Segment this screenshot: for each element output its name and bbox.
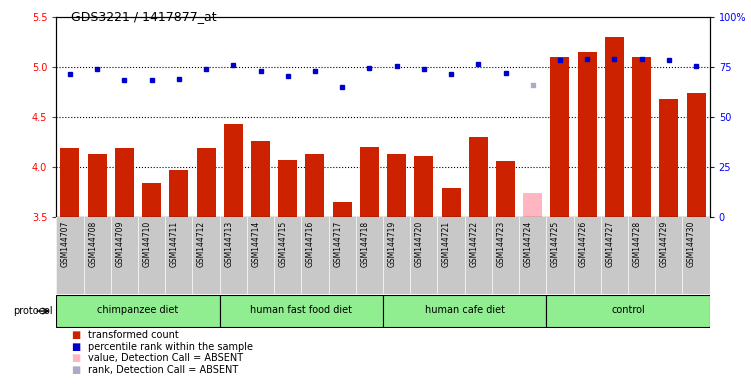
Bar — [306, 154, 324, 217]
Text: GSM144720: GSM144720 — [415, 221, 424, 267]
Bar — [469, 137, 488, 217]
Bar — [578, 52, 597, 217]
Bar — [383, 296, 547, 326]
Bar — [523, 193, 542, 217]
Text: value, Detection Call = ABSENT: value, Detection Call = ABSENT — [88, 353, 243, 363]
Bar — [415, 156, 433, 217]
Bar — [360, 147, 379, 217]
Bar — [442, 188, 460, 217]
Text: transformed count: transformed count — [88, 330, 179, 340]
Text: GSM144717: GSM144717 — [333, 221, 342, 267]
Bar — [278, 160, 297, 217]
Text: GSM144711: GSM144711 — [170, 221, 179, 267]
Text: chimpanzee diet: chimpanzee diet — [98, 305, 179, 315]
Bar — [632, 57, 651, 217]
Bar — [169, 170, 189, 217]
Bar — [224, 124, 243, 217]
Bar — [686, 93, 706, 217]
Bar — [142, 183, 161, 217]
Text: GSM144708: GSM144708 — [88, 221, 97, 267]
Bar — [333, 202, 351, 217]
Text: ■: ■ — [71, 353, 80, 363]
Text: GSM144716: GSM144716 — [306, 221, 315, 267]
Bar — [251, 141, 270, 217]
Bar — [605, 37, 624, 217]
Text: GSM144712: GSM144712 — [197, 221, 206, 267]
Text: GSM144726: GSM144726 — [578, 221, 587, 267]
Bar — [547, 296, 710, 326]
Bar — [550, 57, 569, 217]
Text: GSM144729: GSM144729 — [660, 221, 669, 267]
Text: GSM144722: GSM144722 — [469, 221, 478, 267]
Text: GSM144718: GSM144718 — [360, 221, 369, 267]
Text: GSM144723: GSM144723 — [496, 221, 505, 267]
Text: GSM144725: GSM144725 — [551, 221, 560, 267]
Bar — [56, 296, 219, 326]
Text: GSM144727: GSM144727 — [605, 221, 614, 267]
Bar — [88, 154, 107, 217]
Text: GSM144707: GSM144707 — [61, 221, 70, 267]
Text: control: control — [611, 305, 645, 315]
Bar — [115, 148, 134, 217]
Text: protocol: protocol — [13, 306, 53, 316]
Bar — [197, 148, 216, 217]
Text: human cafe diet: human cafe diet — [424, 305, 505, 315]
Bar — [60, 148, 80, 217]
Text: GSM144721: GSM144721 — [442, 221, 451, 267]
Text: rank, Detection Call = ABSENT: rank, Detection Call = ABSENT — [88, 365, 238, 375]
Text: GDS3221 / 1417877_at: GDS3221 / 1417877_at — [71, 10, 217, 23]
Bar — [496, 161, 515, 217]
Text: human fast food diet: human fast food diet — [250, 305, 352, 315]
Text: GSM144719: GSM144719 — [388, 221, 397, 267]
Text: GSM144713: GSM144713 — [225, 221, 234, 267]
Text: percentile rank within the sample: percentile rank within the sample — [88, 342, 253, 352]
Text: GSM144710: GSM144710 — [143, 221, 152, 267]
Text: ■: ■ — [71, 342, 80, 352]
Text: GSM144715: GSM144715 — [279, 221, 288, 267]
Bar — [387, 154, 406, 217]
Bar — [219, 296, 383, 326]
Text: ■: ■ — [71, 330, 80, 340]
Text: GSM144730: GSM144730 — [687, 221, 696, 267]
Text: ■: ■ — [71, 365, 80, 375]
Text: GSM144709: GSM144709 — [116, 221, 125, 267]
Text: GSM144728: GSM144728 — [632, 221, 641, 267]
Bar — [659, 99, 678, 217]
Text: GSM144714: GSM144714 — [252, 221, 261, 267]
Text: GSM144724: GSM144724 — [523, 221, 532, 267]
